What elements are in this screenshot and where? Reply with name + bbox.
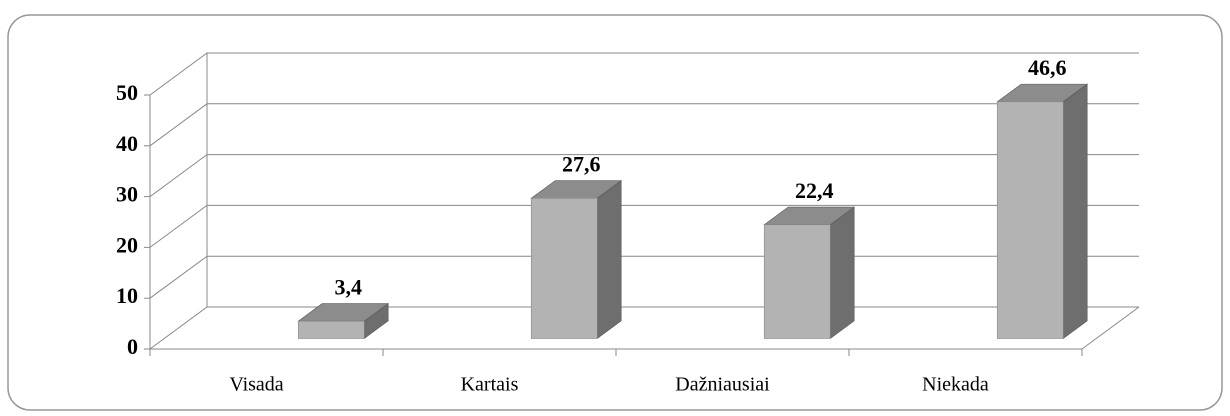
grid-line	[149, 52, 1139, 96]
data-label: 46,6	[1028, 55, 1067, 80]
bar-side	[1062, 83, 1088, 340]
x-tick-label: Dažniausiai	[675, 374, 770, 396]
grid-line	[149, 204, 1139, 248]
bar	[530, 180, 623, 340]
bar-side	[596, 180, 622, 340]
y-tick-label: 50	[116, 80, 138, 105]
grid-line	[149, 154, 1139, 198]
data-label: 22,4	[795, 178, 834, 203]
x-tick-label: Kartais	[461, 374, 519, 396]
y-tick-label: 30	[116, 182, 138, 207]
floor-edge	[1081, 306, 1140, 350]
bar	[996, 83, 1089, 340]
x-tick-label: Visada	[229, 374, 283, 396]
grid-line	[149, 103, 1139, 147]
x-tick-label: Niekada	[922, 374, 989, 396]
y-tick-label: 10	[116, 283, 138, 308]
y-tick-label: 20	[116, 232, 138, 257]
bar-front	[297, 320, 365, 339]
bar-front	[996, 101, 1064, 339]
data-label: 3,4	[334, 275, 362, 300]
bar	[763, 206, 856, 340]
data-label: 27,6	[562, 152, 601, 177]
bar-front	[763, 224, 831, 339]
y-tick-label: 0	[127, 334, 138, 359]
bar-front	[530, 197, 598, 339]
bar	[297, 302, 390, 340]
bar-side	[829, 206, 855, 340]
y-tick-label: 40	[116, 131, 138, 156]
